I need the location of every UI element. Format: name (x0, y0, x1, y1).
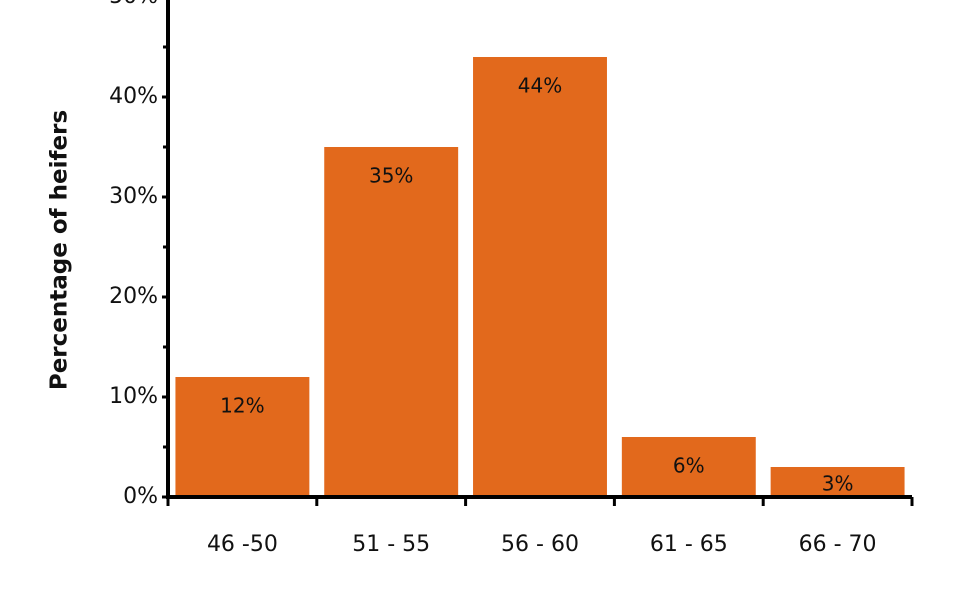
value-label: 35% (369, 164, 413, 188)
y-tick-label: 0% (123, 484, 158, 509)
x-tick-label: 46 -50 (207, 532, 278, 557)
y-tick-label: 30% (109, 184, 158, 209)
value-label: 3% (822, 472, 854, 496)
y-tick-label: 40% (109, 84, 158, 109)
value-label: 6% (673, 454, 705, 478)
y-tick-label: 10% (109, 384, 158, 409)
x-tick-label: 61 - 65 (650, 532, 728, 557)
bar (324, 147, 459, 497)
bar (621, 437, 756, 497)
y-tick-label: 20% (109, 284, 158, 309)
bar (175, 377, 310, 497)
value-label: 12% (220, 394, 264, 418)
x-tick-label: 66 - 70 (799, 532, 877, 557)
y-axis-label: Percentage of heifers (47, 110, 73, 390)
bar (770, 467, 905, 497)
bar (473, 57, 607, 497)
y-tick-label: 50% (109, 0, 158, 9)
value-label: 44% (518, 74, 562, 98)
x-tick-label: 56 - 60 (501, 532, 579, 557)
x-tick-label: 51 - 55 (352, 532, 430, 557)
